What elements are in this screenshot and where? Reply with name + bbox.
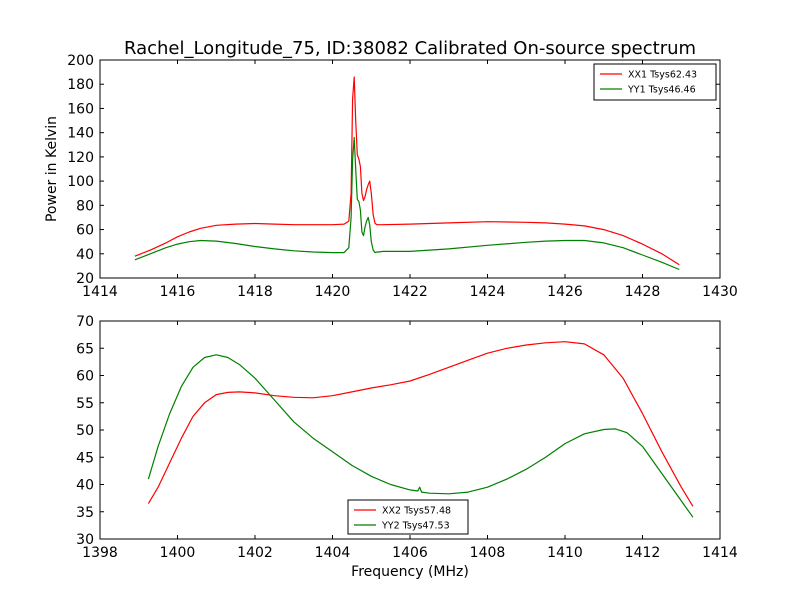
chart-2-y-tick-label: 70 bbox=[76, 314, 94, 330]
chart-1-x-tick-label: 1418 bbox=[237, 284, 273, 300]
chart-2-x-tick-label: 1402 bbox=[237, 545, 273, 561]
chart-1-legend-label-1: XX1 Tsys62.43 bbox=[628, 70, 697, 81]
chart-1-x-tick-label: 1426 bbox=[547, 284, 583, 300]
chart-1-y-tick-label: 40 bbox=[76, 247, 94, 263]
chart-2-legend-box bbox=[347, 499, 469, 535]
chart-1-x-tick-label: 1414 bbox=[82, 284, 118, 300]
chart-1-y-tick-label: 160 bbox=[67, 101, 94, 117]
chart-1-series-line-2 bbox=[134, 136, 680, 271]
chart-2-x-tick-label: 1410 bbox=[547, 545, 583, 561]
chart-2-y-tick-label: 30 bbox=[76, 532, 94, 548]
chart-1-y-tick-label: 200 bbox=[67, 53, 94, 69]
chart-2-y-tick-label: 45 bbox=[76, 450, 94, 466]
chart-1-series-line-1 bbox=[134, 76, 680, 266]
chart-1-x-tick-label: 1420 bbox=[315, 284, 351, 300]
chart-title: Rachel_Longitude_75, ID:38082 Calibrated… bbox=[124, 38, 696, 59]
chart-1-y-tick-label: 140 bbox=[67, 126, 94, 142]
chart-2-x-tick-label: 1406 bbox=[392, 545, 428, 561]
chart-1-x-tick-label: 1430 bbox=[702, 284, 738, 300]
chart-1-x-tick-label: 1424 bbox=[470, 284, 506, 300]
chart-2-y-tick-label: 55 bbox=[76, 396, 94, 412]
chart-1-y-axis-label: Power in Kelvin bbox=[44, 116, 60, 222]
chart-1-y-tick-label: 180 bbox=[67, 77, 94, 93]
chart-2-y-tick-label: 50 bbox=[76, 423, 94, 439]
chart-1-y-tick-label: 60 bbox=[76, 223, 94, 239]
chart-2-x-axis-label: Frequency (MHz) bbox=[351, 564, 469, 580]
chart-2-legend-label-1: XX2 Tsys57.48 bbox=[382, 506, 451, 517]
chart-1-legend-box bbox=[593, 63, 717, 101]
chart-1-y-tick-label: 100 bbox=[67, 174, 94, 190]
chart-2-x-tick-label: 1412 bbox=[625, 545, 661, 561]
chart-1-y-tick-label: 120 bbox=[67, 150, 94, 166]
chart-1-y-tick-label: 80 bbox=[76, 198, 94, 214]
chart-2-x-tick-label: 1408 bbox=[470, 545, 506, 561]
chart-1-x-tick-label: 1416 bbox=[160, 284, 196, 300]
chart-1-x-tick-label: 1422 bbox=[392, 284, 428, 300]
chart-2-series-line-1 bbox=[147, 341, 694, 507]
chart-2-series-line-2 bbox=[147, 354, 694, 518]
chart-1-legend-label-2: YY1 Tsys46.46 bbox=[627, 85, 696, 96]
chart-2-x-tick-label: 1398 bbox=[82, 545, 118, 561]
chart-2-x-tick-label: 1400 bbox=[160, 545, 196, 561]
chart-1-y-tick-label: 20 bbox=[76, 271, 94, 287]
chart-2-y-tick-label: 60 bbox=[76, 369, 94, 385]
chart-1-x-tick-label: 1428 bbox=[625, 284, 661, 300]
chart-2-x-tick-label: 1404 bbox=[315, 545, 351, 561]
chart-2-y-tick-label: 40 bbox=[76, 478, 94, 494]
chart-2-x-tick-label: 1414 bbox=[702, 545, 738, 561]
chart-2-y-tick-label: 35 bbox=[76, 505, 94, 521]
chart-2-legend-label-2: YY2 Tsys47.53 bbox=[381, 521, 450, 532]
chart-2-y-tick-label: 65 bbox=[76, 341, 94, 357]
